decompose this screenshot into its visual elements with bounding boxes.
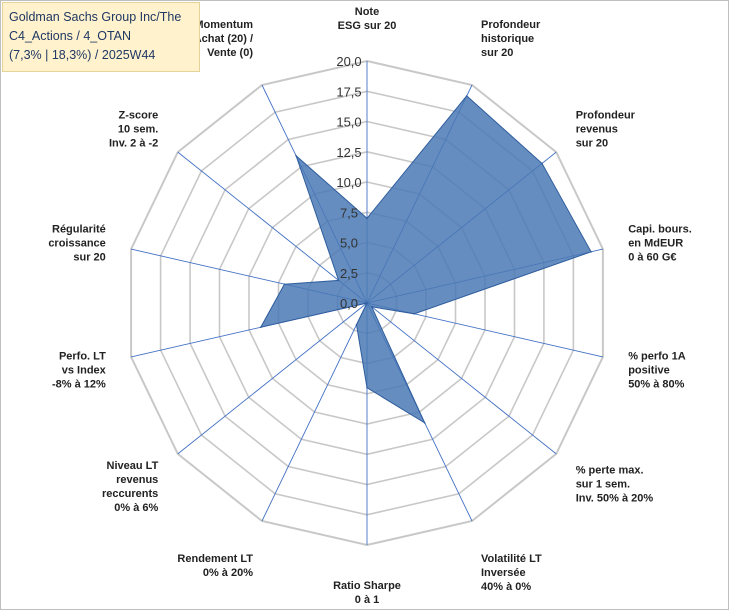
data-point	[260, 326, 262, 329]
data-point	[355, 324, 358, 326]
data-point	[366, 217, 368, 220]
tick-label: 12,5	[336, 145, 361, 160]
axis-label-line: 0 à 60 G€	[628, 252, 676, 264]
axis-label-line: Inv. 2 à -2	[109, 138, 158, 150]
axis-label-line: revenus	[116, 474, 158, 486]
tick-label: 5,0	[340, 236, 358, 251]
data-point	[423, 422, 426, 424]
data-point	[590, 251, 592, 253]
axis-label-line: Profondeur	[481, 19, 541, 31]
axis-label-line: 40% à 0%	[481, 581, 531, 593]
axis-label-line: ESG sur 20	[338, 20, 397, 32]
tick-label: 20,0	[336, 54, 361, 69]
axis-label-line: 0 à 1	[355, 594, 379, 606]
axis-label: Profondeur revenus sur 20	[576, 110, 636, 150]
tick-label: 0,0	[340, 296, 358, 311]
axis-label-line: revenus	[576, 124, 618, 136]
axis-label: Capi. bours. en MdEUR 0 à 60 G€	[628, 224, 692, 264]
axis-label: Rendement LT 0% à 20%	[177, 553, 253, 579]
axis-label: Note ESG sur 20	[338, 6, 397, 32]
axis-label-line: Inversée	[481, 567, 526, 579]
data-point	[413, 313, 416, 315]
axis-label-line: Profondeur	[576, 110, 636, 122]
tick-label: 15,0	[336, 115, 361, 130]
axis-label-line: Achat (20) /	[194, 33, 253, 45]
axis-label-line: Perfo. LT	[59, 350, 106, 362]
axis-label-line: sur 1 sem.	[576, 478, 630, 490]
axis-label-line: 50% à 80%	[628, 378, 684, 390]
axis-labels: Note ESG sur 20 Profondeur historique sur 20…	[48, 6, 691, 606]
data-point	[283, 283, 286, 286]
chart-title-box: Goldman Sachs Group Inc/The C4_Actions /…	[2, 2, 200, 72]
data-point	[366, 386, 368, 389]
tick-label: 10,0	[336, 175, 361, 190]
axis-label-line: Inv. 50% à 20%	[576, 492, 654, 504]
axis-spoke	[261, 302, 368, 522]
tick-label: 7,5	[340, 205, 358, 220]
axis-label: % perfo 1A positive 50% à 80%	[628, 350, 686, 390]
data-point	[295, 155, 297, 157]
axis-label-line: en MdEUR	[628, 238, 683, 250]
axis-label: Volatilité LT Inversée 40% à 0%	[481, 553, 542, 593]
axis-label-line: % perte max.	[576, 464, 644, 476]
axis-label-line: Z-score	[119, 110, 159, 122]
axis-label-line: sur 20	[481, 47, 513, 59]
axis-label-line: Note	[355, 6, 379, 18]
axis-label-line: Ratio Sharpe	[333, 580, 401, 592]
axis-label-line: Momentum	[194, 19, 253, 31]
tick-label: 17,5	[336, 84, 361, 99]
axis-label-line: historique	[481, 33, 534, 45]
axis-label-line: vs Index	[62, 364, 107, 376]
axis-label-line: reccurents	[102, 488, 158, 500]
axis-label-line: positive	[628, 364, 670, 376]
radar-series	[259, 95, 592, 425]
axis-label: Momentum Achat (20) / Vente (0)	[194, 19, 254, 59]
axis-label-line: 0% à 6%	[114, 502, 158, 514]
axis-label-line: Régularité	[52, 224, 106, 236]
axis-label: Niveau LT revenus reccurents 0% à 6%	[102, 460, 159, 514]
axis-label-line: Rendement LT	[177, 553, 253, 565]
axis-label-line: Volatilité LT	[481, 553, 542, 565]
radial-tick-labels: 0,0 2,5 5,0 7,5 10,0 12,5 15,0 17,5 20,0	[336, 54, 361, 311]
axis-label-line: 10 sem.	[118, 124, 158, 136]
data-point	[370, 306, 373, 308]
title-period: (7,3% | 18,3%) / 2025W44	[9, 48, 156, 62]
axis-label-line: -8% à 12%	[52, 378, 106, 390]
axis-label: Régularité croissance sur 20	[48, 224, 105, 264]
axis-label-line: 0% à 20%	[203, 567, 253, 579]
data-point	[337, 279, 340, 282]
tick-label: 2,5	[340, 266, 358, 281]
axis-label: Profondeur historique sur 20	[481, 19, 541, 59]
axis-label: Z-score 10 sem. Inv. 2 à -2	[109, 110, 158, 150]
axis-label-line: croissance	[48, 238, 105, 250]
axis-label-line: sur 20	[73, 252, 105, 264]
axis-label: Perfo. LT vs Index -8% à 12%	[52, 350, 107, 390]
title-category: C4_Actions / 4_OTAN	[9, 29, 132, 43]
axis-spoke	[177, 302, 368, 455]
data-point	[541, 162, 543, 165]
axis-spoke	[177, 151, 368, 304]
axis-label-line: Vente (0)	[207, 47, 253, 59]
axis-label-line: % perfo 1A	[628, 350, 686, 362]
axis-label: % perte max. sur 1 sem. Inv. 50% à 20%	[576, 464, 654, 504]
data-point	[465, 95, 468, 97]
axis-spoke	[366, 302, 557, 455]
data-point	[366, 302, 368, 304]
axis-label: Ratio Sharpe 0 à 1	[333, 580, 401, 606]
axis-label-line: sur 20	[576, 138, 608, 150]
title-company: Goldman Sachs Group Inc/The	[9, 10, 182, 24]
axis-label-line: Niveau LT	[107, 460, 159, 472]
axis-label-line: Capi. bours.	[628, 224, 692, 236]
